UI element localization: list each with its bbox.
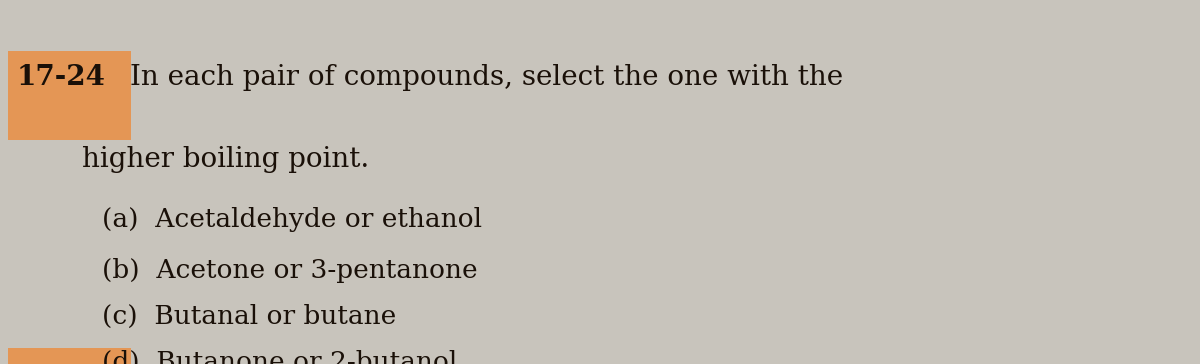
FancyBboxPatch shape [8, 51, 131, 140]
Text: higher boiling point.: higher boiling point. [82, 146, 368, 173]
Text: 17-24: 17-24 [17, 64, 106, 91]
Text: (a)  Acetaldehyde or ethanol: (a) Acetaldehyde or ethanol [102, 207, 482, 233]
Text: (d)  Butanone or 2-butanol: (d) Butanone or 2-butanol [102, 349, 457, 364]
Text: In each pair of compounds, select the one with the: In each pair of compounds, select the on… [130, 64, 842, 91]
FancyBboxPatch shape [8, 348, 131, 364]
Text: (c)  Butanal or butane: (c) Butanal or butane [102, 304, 396, 329]
Text: (b)  Acetone or 3-pentanone: (b) Acetone or 3-pentanone [102, 258, 478, 284]
